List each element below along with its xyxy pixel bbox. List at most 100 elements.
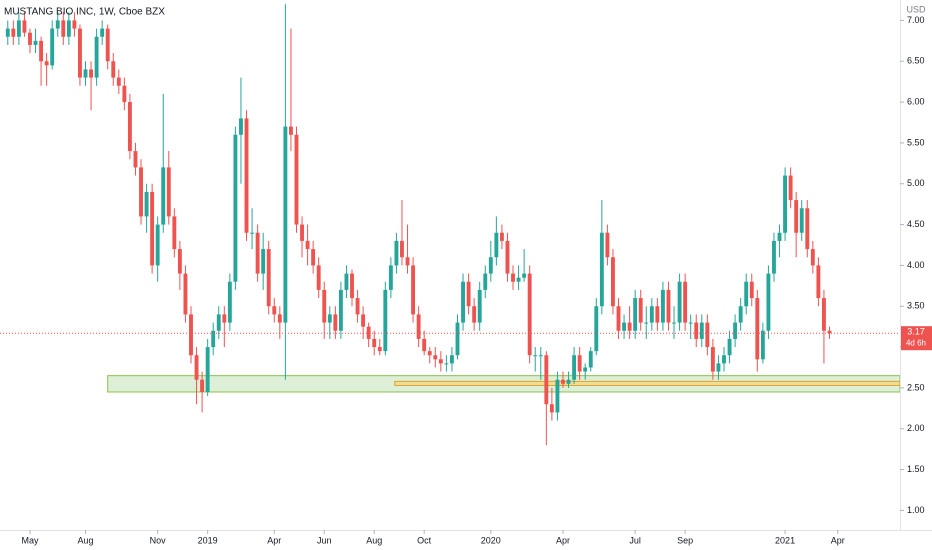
- candle-body: [194, 355, 199, 380]
- last-price-tag: [901, 326, 932, 351]
- candle-body: [666, 289, 671, 323]
- x-tick-label: 2020: [481, 535, 501, 545]
- candle-body: [461, 281, 465, 323]
- candle-body: [683, 281, 688, 323]
- candle-body: [472, 306, 477, 323]
- candle-body: [416, 314, 421, 339]
- candle-body: [727, 338, 732, 356]
- candle-body: [772, 240, 776, 274]
- x-tick-label: Jun: [317, 535, 332, 545]
- candle-body: [777, 232, 782, 241]
- candle-body: [638, 298, 643, 323]
- candle-body: [716, 363, 721, 372]
- candle-body: [744, 281, 749, 307]
- candle-body: [555, 379, 560, 413]
- candle-body: [760, 330, 765, 360]
- candle-body: [161, 167, 166, 225]
- candle-body: [533, 355, 538, 357]
- candle-body: [244, 118, 249, 233]
- candle-body: [122, 85, 127, 103]
- candle-body: [105, 28, 110, 62]
- candle-body: [200, 379, 205, 392]
- candle-body: [805, 208, 810, 250]
- candle-body: [139, 167, 143, 217]
- candle-body: [16, 20, 21, 37]
- candle-body: [277, 314, 282, 323]
- candle-body: [255, 232, 260, 274]
- candle-body: [377, 347, 382, 352]
- candle-body: [783, 175, 788, 233]
- candle-body: [311, 249, 316, 266]
- candle-body: [583, 367, 588, 372]
- candle-body: [344, 273, 349, 290]
- candle-body: [827, 330, 832, 334]
- candle-body: [538, 355, 543, 357]
- candle-body: [433, 355, 438, 360]
- candle-body: [388, 265, 393, 290]
- candle-body: [405, 257, 410, 266]
- candle-body: [50, 28, 55, 66]
- candle-body: [300, 224, 304, 241]
- candle-body: [361, 314, 366, 327]
- candle-body: [644, 322, 649, 324]
- candle-body: [672, 322, 676, 324]
- candle-body: [78, 28, 82, 78]
- candle-body: [44, 61, 49, 66]
- candle-body: [305, 240, 310, 250]
- x-tick-label: 2019: [198, 535, 218, 545]
- candle-body: [172, 216, 177, 250]
- candle-body: [261, 249, 266, 274]
- candle-body: [710, 347, 715, 372]
- candle-body: [166, 167, 171, 217]
- candle-body: [522, 273, 527, 278]
- x-tick-label: May: [21, 535, 39, 545]
- candle-body: [655, 306, 660, 323]
- y-tick-label: 1.00: [907, 505, 925, 515]
- y-tick-label: 5.50: [907, 137, 925, 147]
- y-tick-label: 2.00: [907, 423, 925, 433]
- candle-body: [155, 224, 160, 266]
- candle-body: [411, 265, 416, 315]
- candle-body: [205, 347, 210, 392]
- candle-body: [444, 363, 449, 365]
- candle-body: [372, 338, 377, 348]
- candle-body: [283, 126, 288, 323]
- candle-body: [622, 322, 627, 331]
- candle-body: [350, 273, 354, 299]
- candle-body: [477, 289, 482, 323]
- x-tick-label: Sep: [677, 535, 693, 545]
- candle-body: [127, 102, 132, 152]
- candle-body: [144, 191, 149, 217]
- candle-body: [821, 298, 826, 331]
- candle-body: [438, 359, 443, 364]
- candle-body: [705, 322, 710, 348]
- x-tick-label: Apr: [556, 535, 570, 545]
- candle-body: [66, 20, 71, 37]
- candle-body: [450, 355, 454, 364]
- y-tick-label: 7.00: [907, 15, 925, 25]
- candle-body: [400, 240, 404, 258]
- candle-body: [494, 232, 499, 258]
- candle-body: [111, 61, 116, 78]
- candle-body: [216, 314, 221, 331]
- plot-area: [0, 4, 901, 446]
- candle-body: [227, 281, 232, 323]
- candle-body: [572, 355, 577, 380]
- candle-body: [366, 326, 371, 339]
- candle-body: [22, 20, 27, 33]
- candle-body: [516, 277, 521, 282]
- y-tick-label: 1.50: [907, 464, 925, 474]
- candle-body: [660, 289, 665, 323]
- x-tick-label: Apr: [831, 535, 845, 545]
- y-tick-label: 3.50: [907, 301, 925, 311]
- candle-body: [511, 273, 515, 282]
- candle-body: [316, 265, 321, 290]
- candle-body: [83, 69, 88, 78]
- candle-body: [422, 338, 427, 352]
- candle-body: [322, 289, 327, 323]
- candle-body: [355, 298, 360, 315]
- candle-body: [588, 351, 593, 368]
- candle-body: [688, 322, 693, 324]
- x-tick-label: Apr: [267, 535, 281, 545]
